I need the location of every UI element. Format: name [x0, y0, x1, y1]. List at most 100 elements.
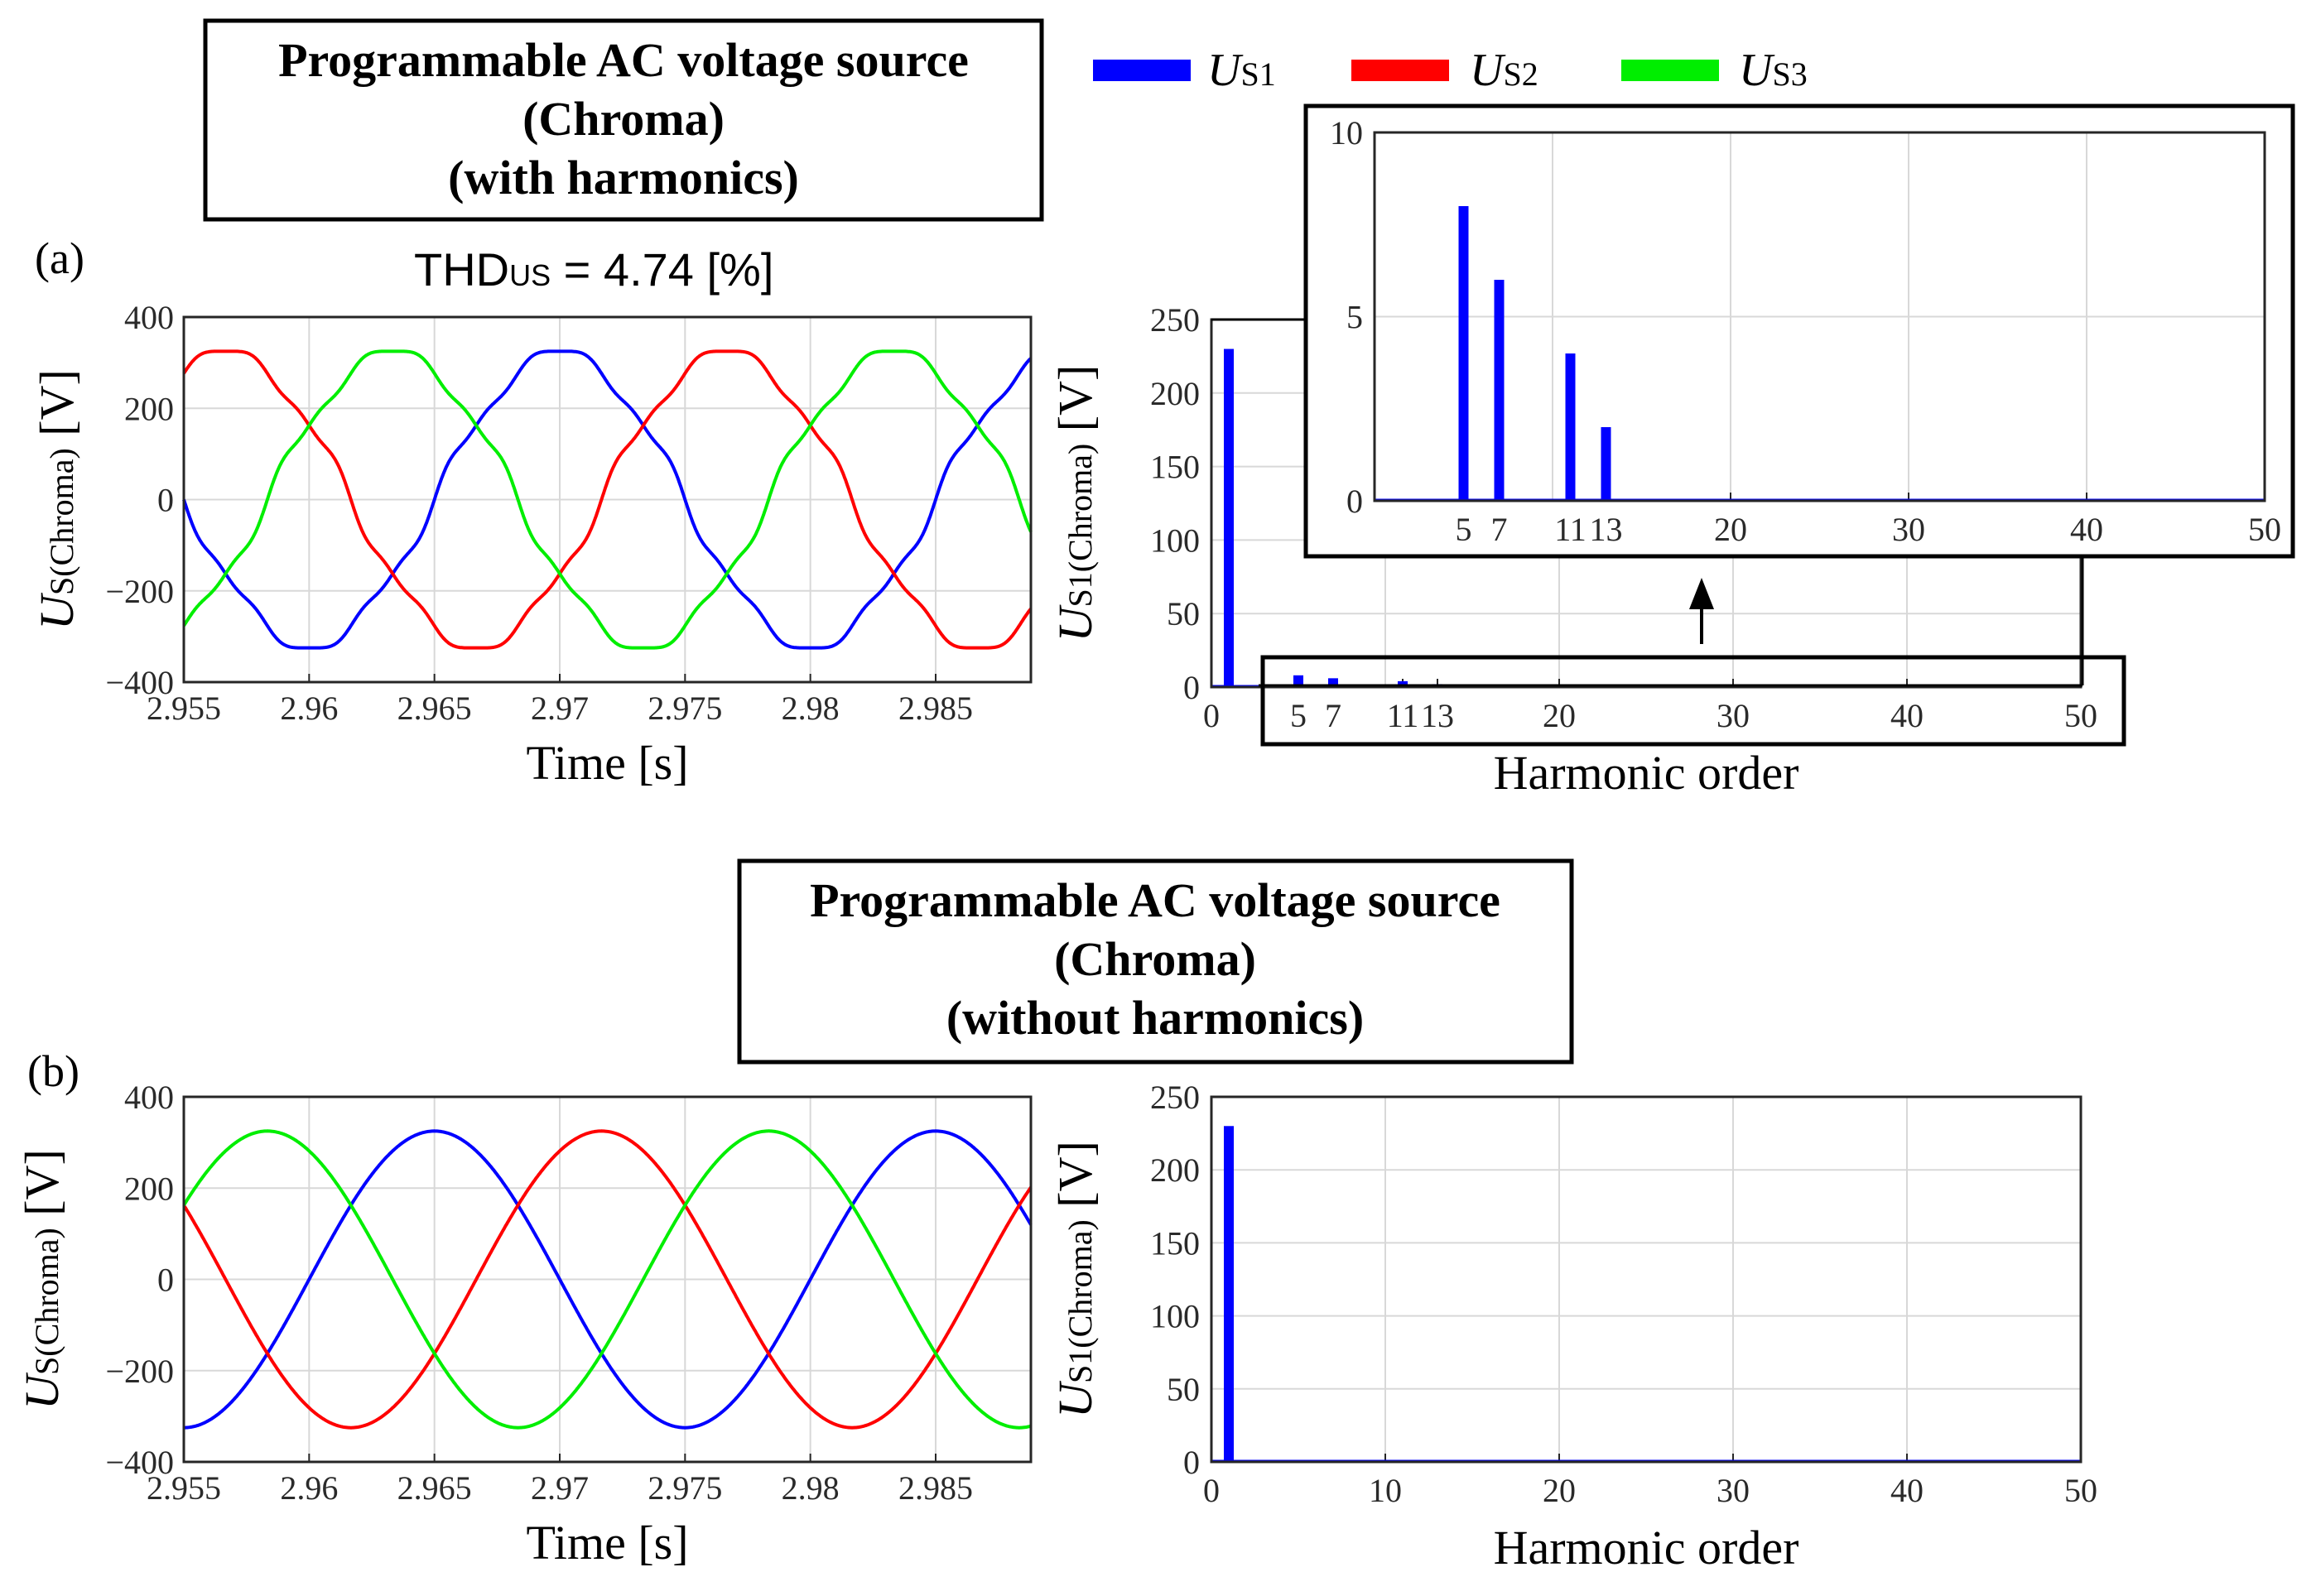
- x-tick-label: 5: [1290, 697, 1307, 734]
- x-tick-label: 2.97: [531, 1469, 589, 1507]
- thd-prefix: THD: [414, 243, 509, 296]
- y-tick-label: 150: [1150, 449, 1200, 486]
- legend-swatch-us2: [1351, 60, 1449, 81]
- x-tick-label: 2.96: [280, 690, 338, 727]
- x-tick-label: 0: [1203, 697, 1220, 734]
- y-tick-label: −200: [105, 1353, 174, 1390]
- panel-b-title-line-3: (without harmonics): [946, 991, 1364, 1045]
- y-tick-label: 250: [1150, 301, 1200, 339]
- x-tick-label: 20: [1543, 697, 1576, 734]
- inset-x-tick-label: 11: [1554, 511, 1587, 548]
- inset-bar-harmonic-13: [1601, 427, 1611, 501]
- chart-b-time-waveforms: 2.955 2.96 2.965 2.97 2.975 2.98 2.985 400 200 0 −…: [15, 1079, 1033, 1570]
- inset-x-tick-label: 5: [1456, 511, 1472, 548]
- y-axis-label: US1(Chroma) [V]: [1048, 1141, 1102, 1418]
- plot-frame: [182, 1095, 1033, 1464]
- x-tick-label: 2.955: [147, 1469, 221, 1507]
- x-tick-label: 40: [1890, 1472, 1924, 1509]
- thd-readout: THDUS = 4.74 [%]: [414, 243, 773, 296]
- x-axis-label: Harmonic order: [1494, 1521, 1799, 1574]
- y-tick-label: 400: [124, 1079, 174, 1116]
- thd-subscript: US: [509, 258, 551, 292]
- x-axis-label: Harmonic order: [1494, 746, 1799, 800]
- x-tick-label: 2.965: [397, 1469, 472, 1507]
- inset-x-tick-label: 13: [1590, 511, 1623, 548]
- panel-a-title-line-2: (Chroma): [522, 92, 725, 146]
- y-tick-label: 250: [1150, 1079, 1200, 1116]
- y-tick-label: 0: [157, 1262, 174, 1299]
- x-tick-label: 2.98: [782, 1469, 840, 1507]
- chart-b-harmonic-spectrum: 250 200 150 100 50 00 10 20 30 40 50 Harmonic order…: [1048, 1079, 2097, 1574]
- y-tick-label: 0: [1183, 1444, 1200, 1481]
- series-line-us3: [182, 349, 1033, 650]
- x-tick-label: 2.96: [280, 1469, 338, 1507]
- x-tick-label: 2.97: [531, 690, 589, 727]
- y-tick-label: 200: [1150, 375, 1200, 412]
- legend-item-us3: US3: [1621, 45, 1808, 96]
- zoom-arrow-head: [1689, 578, 1714, 609]
- y-tick-label: 200: [124, 390, 174, 427]
- y-tick-label: 100: [1150, 522, 1200, 559]
- panel-a-title-line-1: Programmable AC voltage source: [278, 33, 969, 87]
- x-tick-label: 2.975: [648, 1469, 722, 1507]
- y-tick-label: 100: [1150, 1298, 1200, 1335]
- legend-label-us3: US3: [1739, 45, 1808, 96]
- bar-harmonic-1: [1224, 349, 1234, 687]
- x-tick-label: 11: [1387, 697, 1419, 734]
- inset-bar-harmonic-11: [1565, 353, 1576, 501]
- legend-swatch-us1: [1093, 60, 1191, 81]
- y-tick-label: 150: [1150, 1224, 1200, 1262]
- x-tick-label: 2.985: [898, 690, 973, 727]
- legend-item-us1: US1: [1093, 45, 1276, 96]
- plot-frame: [1210, 1095, 2082, 1464]
- series-line-us2: [182, 1129, 1033, 1430]
- chart-a-time-waveforms: 2.955 2.96 2.965 2.97 2.975 2.98 2.985 400 200 0 −…: [30, 299, 1033, 790]
- bar-harmonic-5: [1293, 675, 1303, 687]
- y-tick-label: −400: [105, 1444, 174, 1481]
- bar-harmonic-7: [1328, 678, 1338, 687]
- x-tick-label: 2.975: [648, 690, 722, 727]
- x-tick-label: 40: [1890, 697, 1924, 734]
- legend-item-us2: US2: [1351, 45, 1538, 96]
- y-tick-label: 200: [124, 1170, 174, 1207]
- x-tick-label: 2.955: [147, 690, 221, 727]
- x-tick-label: 2.985: [898, 1469, 973, 1507]
- x-axis-label: Time [s]: [526, 1516, 688, 1570]
- inset-y-tick-label: 0: [1346, 483, 1363, 520]
- y-axis-label: US(Chroma) [V]: [30, 369, 84, 630]
- x-tick-label: 0: [1203, 1472, 1220, 1509]
- y-tick-label: 50: [1167, 595, 1200, 632]
- inset-frame: [1303, 103, 2295, 559]
- inset-x-tick-label: 30: [1892, 511, 1925, 548]
- x-tick-label: 2.98: [782, 690, 840, 727]
- x-tick-label: 50: [2064, 1472, 2097, 1509]
- x-axis-label: Time [s]: [526, 736, 688, 790]
- plot-frame: [182, 315, 1033, 684]
- bar-harmonic-11: [1398, 680, 1408, 687]
- x-tick-label: 2.965: [397, 690, 472, 727]
- y-tick-label: 0: [157, 482, 174, 519]
- inset-x-tick-label: 20: [1714, 511, 1747, 548]
- inset-plot-frame: [1373, 131, 2266, 502]
- inset-x-tick-label: 7: [1491, 511, 1508, 548]
- inset-y-tick-label: 5: [1346, 299, 1363, 336]
- y-axis-label: US1(Chroma) [V]: [1048, 365, 1102, 642]
- x-tick-label: 30: [1717, 1472, 1750, 1509]
- y-tick-label: 400: [124, 299, 174, 336]
- inset-x-tick-label: 50: [2248, 511, 2281, 548]
- x-tick-label: 20: [1543, 1472, 1576, 1509]
- inset-x-tick-label: 40: [2070, 511, 2103, 548]
- y-axis-label: US(Chroma) [V]: [15, 1149, 69, 1410]
- series-line-us1: [182, 349, 1033, 650]
- inset-bar-harmonic-7: [1494, 280, 1505, 501]
- y-tick-label: −200: [105, 573, 174, 610]
- x-tick-label: 30: [1717, 697, 1750, 734]
- legend-swatch-us3: [1621, 60, 1719, 81]
- inset-y-tick-label: 10: [1330, 114, 1363, 151]
- panel-b-title-line-2: (Chroma): [1054, 932, 1256, 986]
- legend-label-us2: US2: [1470, 45, 1538, 96]
- x-tick-label: 7: [1325, 697, 1341, 734]
- zoom-region-box: [1260, 655, 2126, 747]
- y-tick-label: 50: [1167, 1371, 1200, 1408]
